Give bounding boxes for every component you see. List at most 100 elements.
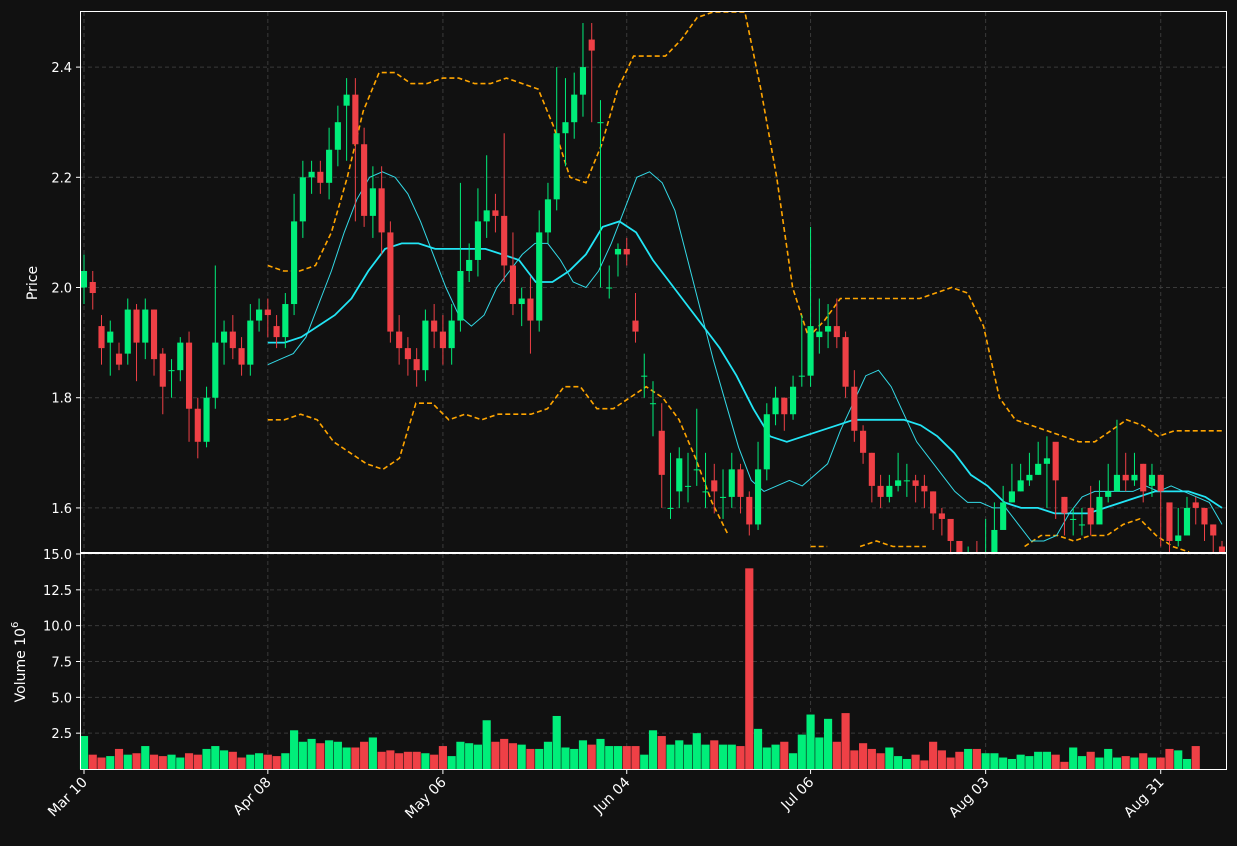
volume-bar [657, 736, 666, 769]
volume-bar [403, 751, 412, 769]
volume-bar [736, 746, 745, 769]
x-axis-ticks: Mar 10 Apr 08 May 06 Jun 04 Jul 06 Aug 03 Aug … [45, 769, 1168, 822]
candle-body [553, 133, 560, 200]
volume-bar [149, 754, 159, 769]
volume-tick-label: 12.5 [43, 584, 72, 599]
volume-bar [631, 746, 640, 769]
volume-bar [79, 736, 89, 769]
volume-bar [263, 754, 272, 769]
candle-body [1043, 458, 1050, 464]
candle-body [798, 375, 805, 377]
volume-bar [596, 738, 605, 769]
volume-bar [246, 754, 255, 769]
volume-bar [535, 748, 544, 769]
candle-body [1210, 524, 1217, 536]
volume-bar [167, 754, 176, 769]
candle-body [142, 309, 149, 343]
volume-bar [1034, 751, 1043, 769]
volume-bar [561, 747, 570, 769]
candle-body [833, 326, 840, 338]
volume-bar [290, 730, 299, 769]
volume-bar [517, 744, 526, 769]
volume-bar [543, 741, 553, 769]
volume-bar [281, 753, 290, 769]
candle-body [80, 270, 88, 288]
price-tick-label: 2.2 [51, 171, 72, 186]
candle-body [387, 232, 394, 332]
candle-body [422, 320, 429, 371]
volume-bar [1191, 746, 1200, 769]
candle-body [789, 386, 797, 415]
volume-bar [342, 747, 351, 769]
candle-body [369, 188, 376, 216]
candle-body [404, 348, 411, 360]
candle-body [352, 94, 359, 145]
volume-bar [1130, 757, 1139, 769]
volume-bar [981, 753, 990, 769]
candle-body [1070, 518, 1077, 520]
candle-body [536, 232, 543, 321]
candle-body [956, 540, 963, 552]
volume-bar [964, 748, 973, 769]
volume-bar [1007, 758, 1016, 769]
candle-body [676, 458, 683, 492]
candle-body [1105, 491, 1112, 497]
volume-bar [578, 740, 588, 769]
candle-body [684, 485, 692, 487]
candle-body [343, 94, 350, 106]
candle-body [641, 375, 648, 377]
volume-bar [902, 758, 911, 769]
candle-body [527, 298, 534, 321]
price-axis-label: Price [25, 266, 41, 300]
volume-bar [106, 756, 115, 769]
candle-body [912, 480, 919, 486]
x-tick-label: Mar 10 [45, 775, 91, 821]
candle-body [614, 248, 622, 255]
volume-bar [412, 751, 421, 769]
volume-bar [1025, 756, 1034, 769]
candle-body [177, 342, 184, 371]
volume-bar [500, 738, 509, 769]
volume-axis-ticks: 2.5 5.0 7.5 10.0 12.5 15.0 [43, 548, 81, 742]
candle-body [317, 171, 324, 183]
volume-bar [920, 760, 929, 769]
x-tick-label: Jul 06 [778, 774, 818, 814]
candle-body [1131, 474, 1138, 481]
candle-body [89, 282, 96, 294]
candle-body [737, 469, 744, 497]
price-tick-label: 2.0 [51, 282, 72, 297]
volume-bar [254, 753, 264, 769]
candle-body [562, 122, 569, 134]
volume-bar [762, 747, 771, 769]
volume-bar [718, 744, 728, 769]
candle-body [483, 210, 490, 222]
candle-body [518, 298, 525, 305]
volume-bar [999, 757, 1008, 769]
candle-body [1122, 474, 1129, 481]
volume-bar [894, 756, 903, 769]
volume-bar [1182, 758, 1192, 769]
candle-body [991, 529, 998, 552]
candle-body [124, 309, 131, 354]
candle-body [781, 397, 788, 415]
candle-body [693, 469, 700, 471]
volume-bar [683, 744, 693, 769]
candle-body [816, 331, 823, 338]
volume-bar [211, 746, 220, 769]
candle-body [133, 309, 140, 343]
candle-body [431, 320, 438, 332]
candle-body [921, 485, 928, 492]
volume-bar [97, 757, 106, 769]
candle-body [807, 326, 814, 376]
lower-band-line [267, 385, 730, 536]
candle-body [1113, 474, 1121, 492]
volume-bar [386, 750, 395, 769]
candle-body [544, 199, 552, 233]
candle-body [1183, 507, 1191, 536]
candle-body [895, 480, 902, 486]
x-tick-label: Aug 31 [1121, 775, 1167, 821]
volume-bar [202, 748, 211, 769]
candle-body [413, 359, 420, 371]
